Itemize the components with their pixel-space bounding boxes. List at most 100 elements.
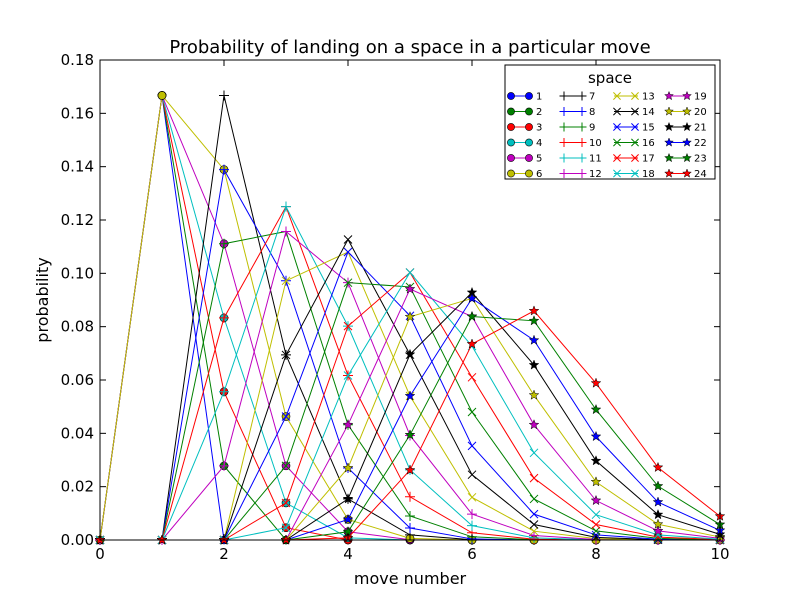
legend-marker: [525, 154, 533, 162]
legend-marker: [664, 168, 674, 178]
legend-entry-space-16: 16: [613, 138, 655, 149]
legend-entry-space-15: 15: [613, 123, 655, 134]
data-point-space-19: [528, 419, 540, 430]
data-point-space-14: [529, 520, 539, 529]
legend-marker: [507, 169, 515, 178]
legend-label: 23: [694, 154, 707, 165]
legend-label: 11: [589, 154, 602, 165]
data-point-space-15: [281, 412, 291, 421]
legend-label: 9: [589, 123, 595, 134]
data-point-space-10: [219, 312, 229, 323]
data-point-space-21: [652, 508, 664, 520]
data-point-space-11: [281, 201, 291, 212]
legend-label: 6: [536, 169, 542, 180]
legend-entry-space-10: 10: [559, 138, 602, 149]
data-point-space-18: [405, 268, 415, 277]
x-tick-label: 2: [219, 545, 229, 563]
legend-entry-space-5: 5: [507, 154, 542, 165]
legend-marker: [577, 169, 587, 178]
legend-marker: [559, 122, 569, 132]
legend-entry-space-13: 13: [613, 92, 655, 103]
data-point-space-24: [404, 464, 416, 475]
data-point-space-20: [652, 518, 664, 529]
legend-label: 21: [694, 123, 707, 134]
chart-title: Probability of landing on a space in a p…: [169, 37, 650, 58]
legend-marker: [682, 121, 692, 132]
legend-entry-space-2: 2: [507, 107, 542, 118]
legend-title: space: [588, 69, 632, 87]
legend-entry-space-12: 12: [559, 169, 602, 180]
legend-marker: [631, 92, 639, 100]
y-tick-label: 0.04: [61, 424, 94, 442]
data-point-space-23: [528, 315, 540, 326]
legend-marker: [613, 169, 621, 178]
data-point-space-19: [652, 525, 664, 536]
legend-entry-space-11: 11: [559, 153, 602, 165]
legend-marker: [559, 169, 569, 178]
legend-label: 3: [536, 123, 542, 134]
data-point-space-18: [281, 523, 291, 533]
data-point-space-15: [343, 247, 353, 257]
data-point-space-12: [467, 509, 477, 520]
legend-marker: [682, 152, 692, 163]
legend-label: 7: [589, 92, 595, 103]
legend-label: 1: [536, 92, 542, 103]
legend-marker: [507, 92, 515, 100]
x-tick-label: 10: [710, 545, 729, 563]
legend-entry-space-1: 1: [507, 92, 542, 103]
x-tick-label: 4: [343, 545, 353, 563]
legend-marker: [507, 123, 515, 131]
legend-marker: [559, 91, 569, 101]
legend-label: 18: [642, 169, 655, 180]
legend-marker: [682, 137, 692, 147]
y-tick-label: 0.02: [61, 478, 94, 496]
data-point-space-13: [281, 276, 291, 286]
data-point-space-18: [653, 530, 663, 540]
data-point-space-18: [591, 510, 601, 520]
legend-marker: [525, 123, 533, 131]
legend-label: 14: [642, 107, 655, 118]
data-point-space-22: [652, 496, 664, 507]
legend-entry-space-8: 8: [559, 107, 595, 118]
data-point-space-23: [404, 429, 416, 440]
x-tick-label: 0: [95, 545, 105, 563]
x-tick-label: 6: [467, 545, 477, 563]
data-point-space-16: [653, 534, 663, 543]
data-point-space-16: [343, 278, 353, 288]
legend-marker: [577, 91, 587, 101]
data-point-space-24: [652, 461, 664, 473]
legend-marker: [613, 138, 621, 147]
legend-marker: [559, 107, 569, 116]
data-point-space-6: [157, 91, 167, 100]
legend-label: 20: [694, 107, 707, 118]
data-point-space-16: [591, 526, 601, 536]
data-point-space-22: [404, 390, 416, 401]
data-point-space-19: [342, 419, 354, 430]
legend-entry-space-24: 24: [664, 168, 707, 180]
legend-marker: [631, 107, 639, 116]
data-point-space-16: [467, 407, 477, 417]
legend-entry-space-9: 9: [559, 122, 595, 134]
data-point-space-8: [219, 164, 229, 175]
data-point-space-14: [467, 470, 477, 480]
y-tick-label: 0.08: [61, 318, 94, 336]
legend-label: 5: [536, 154, 542, 165]
legend-entry-space-19: 19: [664, 90, 707, 103]
legend-entry-space-23: 23: [664, 152, 707, 165]
data-point-space-16: [529, 494, 539, 504]
legend-entry-space-17: 17: [613, 154, 655, 165]
data-point-space-17: [529, 473, 539, 483]
y-axis-label: probability: [33, 257, 52, 342]
data-point-space-19: [590, 494, 602, 506]
axis-ticks: 0 2 4 6 8 100.000.020.040.060.080.100.120.140…: [61, 51, 730, 563]
data-point-space-20: [590, 476, 602, 487]
legend-marker: [664, 106, 674, 116]
data-point-space-12: [219, 460, 229, 471]
legend-label: 17: [642, 154, 655, 165]
legend-marker: [577, 107, 587, 116]
data-point-space-23: [652, 480, 664, 491]
legend-label: 15: [642, 123, 655, 134]
legend-marker: [631, 154, 639, 162]
data-point-space-22: [528, 334, 540, 345]
data-point-space-16: [281, 461, 291, 471]
